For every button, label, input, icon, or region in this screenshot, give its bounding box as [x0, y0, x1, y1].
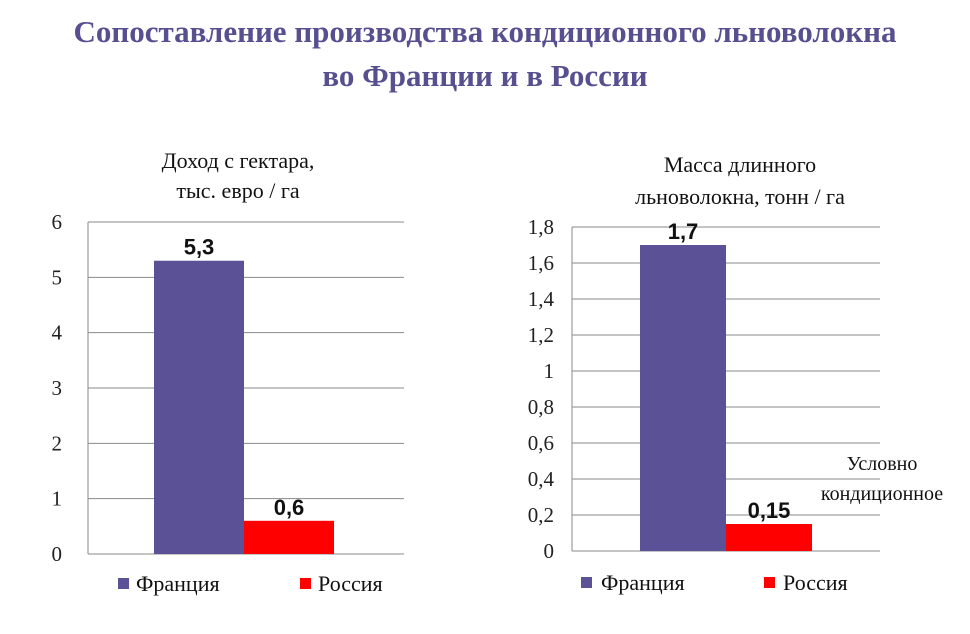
chart-2-legend-swatch-france — [581, 577, 592, 588]
chart-2-data-label-france: 1,7 — [668, 219, 699, 244]
chart-2-title-line-1: Масса длинного — [664, 152, 816, 177]
chart-2-data-label-russia: 0,15 — [748, 498, 791, 523]
chart-1-y-tick-label: 1 — [52, 487, 63, 511]
chart-2-bar-france — [640, 245, 726, 551]
chart-1: Доход с гектара, тыс. евро / га 0 1 2 3 4 5 6 5,3… — [52, 148, 404, 596]
chart-1-y-tick-label: 6 — [52, 210, 63, 234]
chart-2-y-tick-label: 0,6 — [528, 431, 554, 455]
chart-1-legend-swatch-russia — [300, 578, 311, 589]
chart-2-legend-label-france: Франция — [601, 570, 685, 595]
chart-1-bar-france — [154, 260, 244, 554]
chart-2-legend-swatch-russia — [764, 577, 775, 588]
chart-2-y-tick-label: 1,2 — [528, 323, 554, 347]
chart-1-y-tick-label: 2 — [52, 431, 63, 455]
chart-1-legend-swatch-france — [118, 578, 129, 589]
chart-1-y-tick-label: 0 — [52, 542, 63, 566]
chart-1-legend-label-france: Франция — [136, 571, 220, 596]
chart-2-y-tick-label: 0,4 — [528, 467, 555, 491]
chart-2-y-tick-label: 1 — [544, 359, 555, 383]
chart-2-y-tick-label: 1,6 — [528, 251, 554, 275]
chart-1-legend-label-russia: Россия — [318, 571, 383, 596]
slide-title-line-1: Сопоставление производства кондиционного… — [73, 14, 897, 49]
slide-title-line-2: во Франции и в России — [322, 58, 648, 93]
chart-2-bar-russia — [726, 524, 812, 551]
chart-2-annotation-line-1: Условно — [847, 453, 918, 475]
chart-1-title-line-2: тыс. евро / га — [176, 178, 299, 203]
slide-title: Сопоставление производства кондиционного… — [0, 10, 970, 98]
chart-2-y-tick-label: 1,8 — [528, 215, 554, 239]
chart-2-y-tick-label: 0,8 — [528, 395, 554, 419]
chart-1-bar-russia — [244, 520, 334, 554]
chart-2-annotation-line-2: кондиционное — [821, 483, 943, 505]
chart-1-data-label-russia: 0,6 — [274, 495, 305, 520]
chart-2-legend-label-russia: Россия — [783, 570, 848, 595]
chart-2-y-tick-label: 1,4 — [528, 287, 555, 311]
chart-1-y-tick-label: 3 — [52, 376, 63, 400]
chart-2-title-line-2: льноволокна, тонн / га — [635, 184, 845, 209]
chart-1-y-tick-label: 4 — [52, 321, 63, 345]
chart-2-y-tick-label: 0 — [544, 539, 555, 563]
chart-1-title-line-1: Доход с гектара, — [162, 148, 315, 173]
chart-2: Масса длинного льноволокна, тонн / га 0 0,2… — [528, 152, 943, 595]
chart-1-data-label-france: 5,3 — [184, 235, 215, 260]
chart-1-y-tick-label: 5 — [52, 265, 63, 289]
chart-2-y-tick-label: 0,2 — [528, 503, 554, 527]
